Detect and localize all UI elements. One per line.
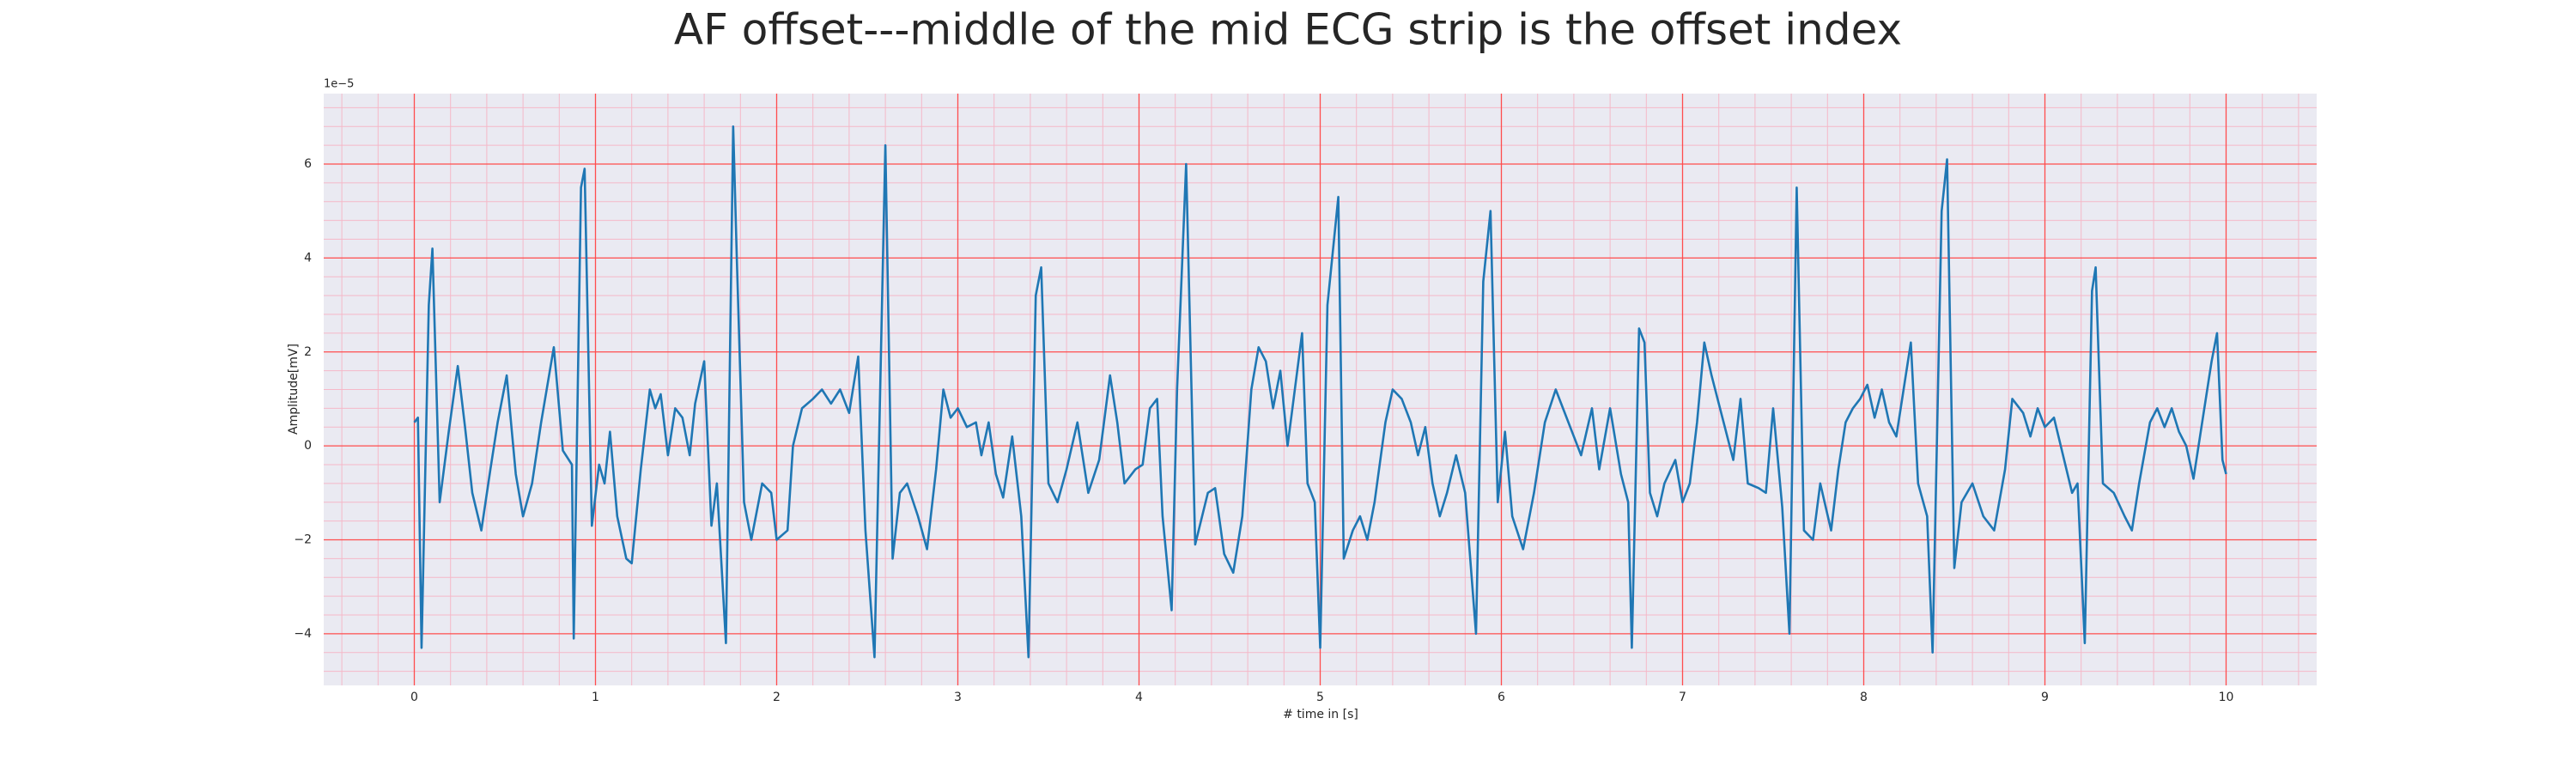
y-tick-label: −2 bbox=[294, 533, 312, 546]
y-tick-label: 4 bbox=[304, 251, 312, 265]
x-tick-label: 6 bbox=[1498, 691, 1505, 704]
y-tick-label: 0 bbox=[304, 439, 312, 453]
x-axis-label: # time in [s] bbox=[1283, 708, 1358, 721]
x-tick-label: 0 bbox=[410, 691, 418, 704]
ecg-line bbox=[413, 125, 2227, 659]
x-tick-label: 5 bbox=[1316, 691, 1324, 704]
y-tick-label: −4 bbox=[294, 627, 312, 641]
x-tick-label: 10 bbox=[2219, 691, 2234, 704]
x-tick-label: 3 bbox=[954, 691, 962, 704]
y-tick-label: 6 bbox=[304, 157, 312, 171]
chart-title: AF offset---middle of the mid ECG strip … bbox=[674, 5, 1902, 55]
x-tick-label: 4 bbox=[1135, 691, 1143, 704]
axis-offset-label: 1e−5 bbox=[324, 78, 354, 91]
x-tick-label: 8 bbox=[1860, 691, 1868, 704]
x-tick-label: 1 bbox=[592, 691, 599, 704]
x-tick-label: 2 bbox=[773, 691, 781, 704]
y-axis-label: Amplitude[mV] bbox=[287, 344, 301, 435]
x-tick-label: 9 bbox=[2041, 691, 2049, 704]
x-tick-label: 7 bbox=[1679, 691, 1686, 704]
y-tick-label: 2 bbox=[304, 345, 312, 359]
